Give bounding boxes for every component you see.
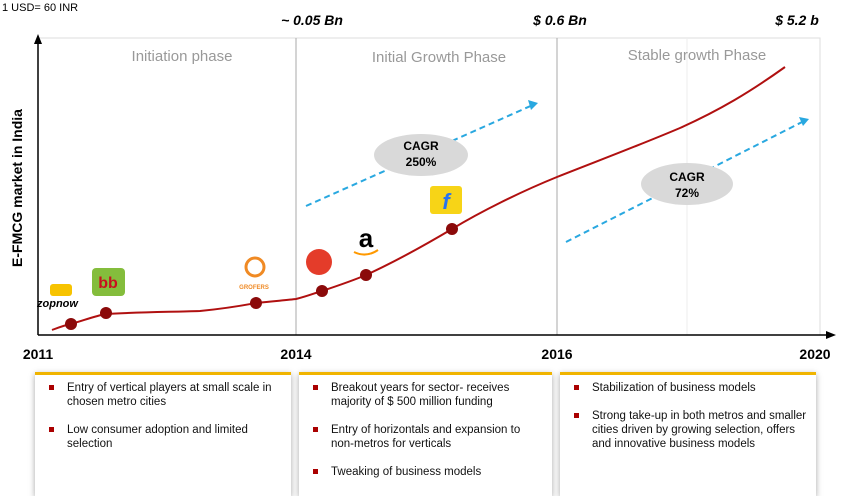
arrow [826, 331, 836, 339]
logo [50, 284, 72, 296]
x-label: 2014 [280, 346, 311, 362]
phase-name: Initial Growth Phase [372, 49, 506, 66]
logo [353, 249, 379, 256]
bullet-item: Entry of horizontals and expansion to no… [311, 423, 544, 451]
chart: 1 USD= 60 INR E-FMCG market in India Ini… [2, 2, 836, 362]
x-label: 2011 [23, 346, 54, 362]
arrow [528, 100, 538, 110]
milestone [446, 223, 458, 235]
bullet-item: Entry of vertical players at small scale… [47, 381, 283, 409]
logo-mark: f [442, 189, 452, 214]
logo-text: GROFERS [239, 285, 269, 291]
cagr-value: 72% [675, 186, 699, 200]
logo-mark: bb [98, 275, 118, 292]
milestone [316, 285, 328, 297]
x-label: 2016 [541, 346, 572, 362]
cagr-bubble [641, 163, 733, 205]
x-label: 2020 [799, 346, 830, 362]
arrow [34, 34, 42, 44]
milestone [360, 269, 372, 281]
logo [306, 249, 332, 275]
arrow [799, 117, 809, 126]
phase-value: $ 0.6 Bn [532, 12, 587, 28]
y-axis-label: E-FMCG market in India [9, 109, 25, 267]
note: 1 USD= 60 INR [2, 2, 78, 14]
cagr-label: CAGR [669, 170, 705, 184]
milestone [250, 297, 262, 309]
phase-value: ~ 0.05 Bn [281, 12, 343, 28]
phase-value: $ 5.2 b [774, 12, 819, 28]
logo [244, 256, 266, 278]
logo [92, 268, 125, 296]
phase-name: Stable growth Phase [628, 47, 766, 64]
cagr-bubble [374, 134, 468, 176]
phase-box: Breakout years for sector- receives majo… [299, 372, 552, 496]
logo-text: zopnow [36, 298, 79, 310]
phase-box: Entry of vertical players at small scale… [35, 372, 291, 496]
milestone [100, 307, 112, 319]
bullet-item: Stabilization of business models [572, 381, 808, 395]
logo-mark: a [359, 223, 374, 253]
bullet-item: Strong take-up in both metros and smalle… [572, 409, 808, 451]
bullet-item: Tweaking of business models [311, 465, 544, 479]
logo [430, 186, 462, 214]
cagr-label: CAGR [403, 139, 439, 153]
cagr-value: 250% [406, 155, 437, 169]
bullet-item: Low consumer adoption and limited select… [47, 423, 283, 451]
milestone [65, 318, 77, 330]
bullet-item: Breakout years for sector- receives majo… [311, 381, 544, 409]
phase-box: Stabilization of business models Strong t… [560, 372, 816, 496]
phase-name: Initiation phase [132, 48, 233, 65]
